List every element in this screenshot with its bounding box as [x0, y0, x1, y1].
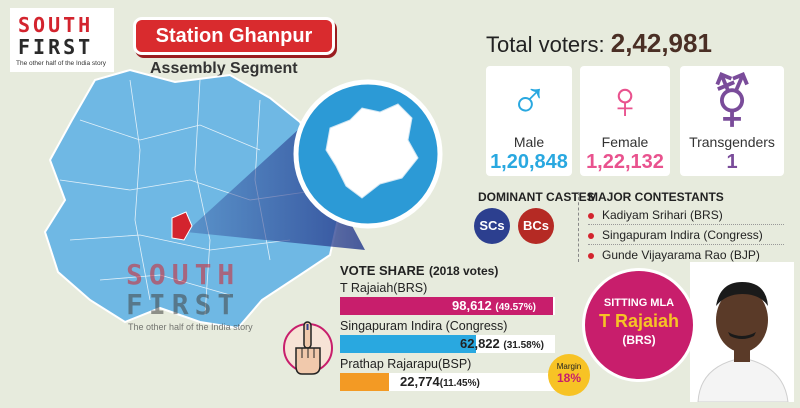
bar-label-1: Singapuram Indira (Congress): [340, 319, 508, 333]
bar-value-0: 98,612 (49.57%): [452, 298, 536, 313]
divider: [588, 224, 784, 225]
logo-tagline: The other half of the India story: [16, 60, 106, 67]
sitting-mla-badge: SITTING MLA T Rajaiah (BRS): [582, 268, 696, 382]
male-icon: ♂: [509, 72, 549, 130]
total-voters: Total voters: 2,42,981: [486, 28, 712, 59]
bar-votes: 22,774: [400, 374, 440, 389]
vote-bar-fill-2: [340, 373, 390, 391]
mla-label: SITTING MLA: [603, 297, 675, 309]
mla-photo-area: [690, 262, 794, 403]
male-label: Male: [513, 134, 545, 150]
south-first-logo: SOUTH FIRST The other half of the India …: [10, 8, 114, 72]
female-value: 1,22,132: [586, 151, 664, 173]
contestant-name: Singapuram Indira (Congress): [602, 228, 763, 242]
bar-votes: 62,822: [460, 336, 500, 351]
bar-pct: (49.57%): [495, 302, 536, 313]
zoom-cone: [186, 128, 365, 250]
divider: [588, 244, 784, 245]
contestant-name: Kadiyam Srihari (BRS): [602, 208, 723, 222]
transgender-icon: ⚧: [710, 72, 754, 130]
vote-share-heading: VOTE SHARE (2018 votes): [340, 262, 498, 280]
vote-bar-fill-1: [340, 335, 476, 353]
vote-share-note: (2018 votes): [428, 264, 499, 278]
vote-bar-fill-0: [340, 297, 554, 315]
bullet-icon: [588, 212, 594, 219]
watermark-line2: FIRST: [126, 288, 241, 321]
contestant-item: Gunde Vijayarama Rao (BJP): [588, 248, 760, 262]
transgender-label: Transgenders: [689, 134, 775, 150]
voting-hand-icon: [283, 321, 333, 375]
section-divider: [578, 192, 580, 262]
constituency-zoom-shape: [325, 103, 419, 199]
bullet-icon: [588, 232, 594, 239]
bar-pct: (11.45%): [439, 378, 480, 389]
bar-label-2: Prathap Rajarapu(BSP): [340, 357, 472, 371]
caste-badge-scs: SCs: [474, 208, 510, 244]
bar-label-0: T Rajaiah(BRS): [340, 281, 428, 295]
contestant-item: Kadiyam Srihari (BRS): [588, 208, 723, 222]
bar-value-1: 62,822 (31.58%): [460, 336, 544, 351]
margin-label: Margin: [556, 362, 582, 371]
vote-bar-2: 22,774(11.45%): [340, 373, 555, 391]
male-value: 1,20,848: [490, 151, 568, 173]
watermark-line1: SOUTH: [126, 258, 241, 291]
male-card: ♂ Male 1,20,848: [486, 66, 572, 176]
contestant-name: Gunde Vijayarama Rao (BJP): [602, 248, 760, 262]
mla-portrait-icon: [697, 282, 789, 403]
page-title: Station Ghanpur: [136, 20, 332, 52]
female-icon: ♀: [605, 72, 645, 130]
logo-line1: SOUTH: [18, 13, 94, 37]
telangana-map-shape: [43, 68, 342, 330]
state-map: [43, 68, 443, 330]
bullet-icon: [588, 252, 594, 259]
bar-votes: 98,612: [452, 298, 492, 313]
female-card: ♀ Female 1,22,132: [580, 66, 670, 176]
contestants-heading: MAJOR CONTESTANTS: [588, 190, 724, 204]
transgender-card: ⚧ Transgenders 1: [680, 66, 784, 176]
logo-line2: FIRST: [18, 35, 94, 59]
caste-badge-bcs: BCs: [518, 208, 554, 244]
bar-value-2: 22,774(11.45%): [400, 374, 480, 389]
contestant-item: Singapuram Indira (Congress): [588, 228, 763, 242]
vote-bar-1: 62,822 (31.58%): [340, 335, 555, 353]
transgender-value: 1: [726, 151, 738, 173]
vote-share-title: VOTE SHARE: [340, 263, 425, 278]
total-voters-label: Total voters:: [486, 32, 605, 57]
female-label: Female: [601, 134, 649, 150]
page-subtitle: Assembly Segment: [150, 60, 298, 77]
mla-name: T Rajaiah: [598, 311, 680, 331]
margin-badge: Margin 18%: [548, 354, 590, 396]
watermark-tagline: The other half of the India story: [128, 322, 253, 332]
constituency-highlight: [171, 211, 193, 241]
bar-pct: (31.58%): [503, 340, 544, 351]
total-voters-value: 2,42,981: [610, 28, 712, 58]
margin-value: 18%: [556, 371, 582, 385]
castes-heading: DOMINANT CASTES: [478, 190, 595, 204]
mla-party: (BRS): [622, 333, 656, 347]
vote-bar-0: 98,612 (49.57%): [340, 297, 555, 315]
